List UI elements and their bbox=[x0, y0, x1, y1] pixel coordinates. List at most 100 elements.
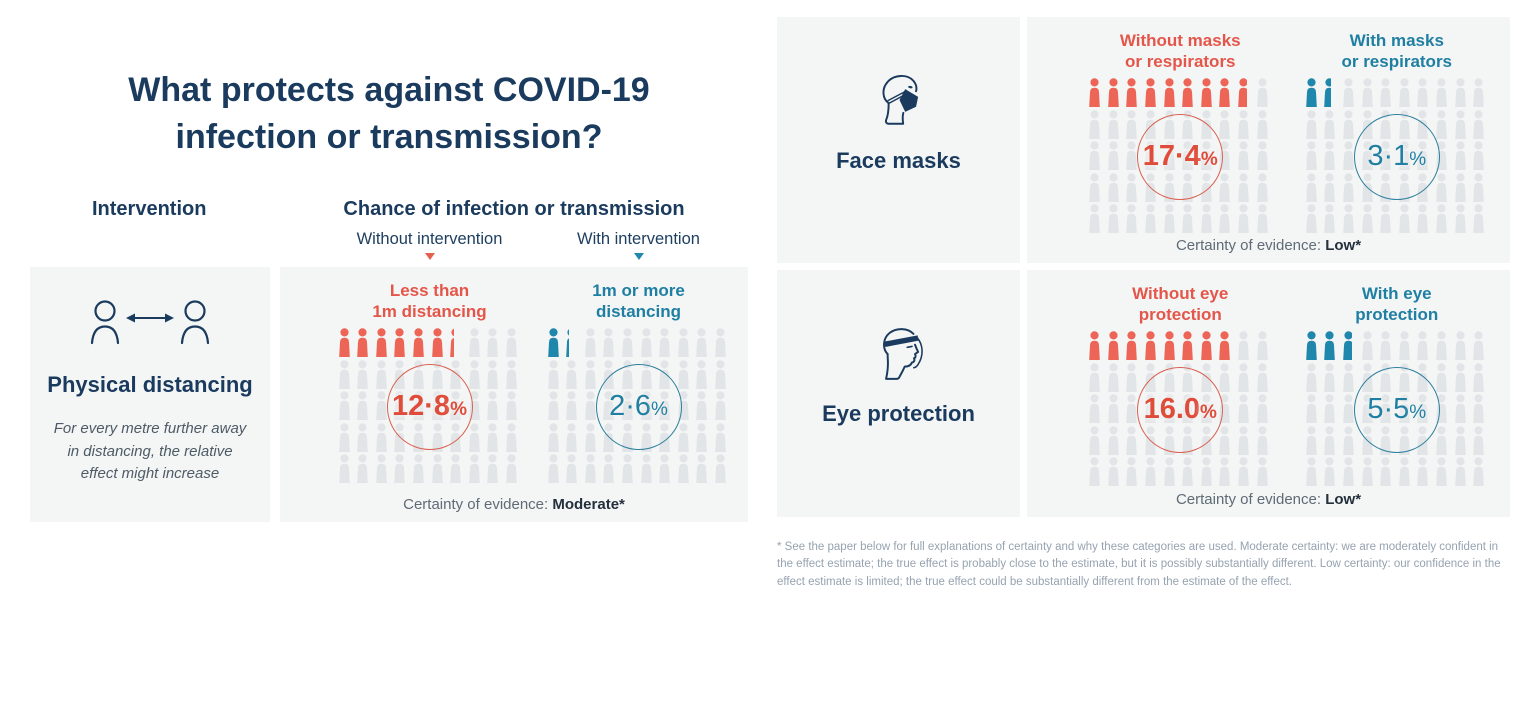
person-icon bbox=[1322, 204, 1341, 236]
chart-label-without: Without masks or respirators bbox=[1120, 30, 1241, 74]
person-icon bbox=[564, 454, 583, 486]
person-icon bbox=[1341, 78, 1360, 110]
person-icon bbox=[1087, 78, 1106, 110]
person-icon bbox=[1255, 362, 1274, 395]
person-icon bbox=[1341, 141, 1360, 173]
person-icon bbox=[504, 454, 523, 486]
person-icon bbox=[337, 391, 356, 423]
person-icon bbox=[1453, 141, 1472, 173]
person-icon bbox=[1397, 204, 1416, 236]
person-icon bbox=[374, 391, 393, 423]
label-line: With masks bbox=[1349, 31, 1444, 50]
person-icon bbox=[1087, 394, 1106, 426]
person-icon bbox=[1180, 457, 1199, 489]
person-icon bbox=[1199, 457, 1218, 489]
person-icon bbox=[583, 328, 602, 360]
person-icon bbox=[1106, 331, 1125, 363]
person-icon bbox=[1378, 204, 1397, 236]
person-icon bbox=[1360, 204, 1379, 236]
percentage-circle: 12·8% bbox=[386, 363, 473, 450]
person-icon bbox=[355, 391, 374, 423]
person-icon bbox=[564, 391, 583, 423]
chart-label-with: With masks or respirators bbox=[1341, 30, 1452, 74]
person-icon bbox=[1341, 204, 1360, 236]
certainty-value: Low* bbox=[1325, 491, 1362, 508]
person-icon bbox=[1087, 362, 1106, 395]
person-icon bbox=[1453, 331, 1472, 363]
person-icon bbox=[583, 454, 602, 486]
pictogram-grid-wrap: 17·4% bbox=[1087, 78, 1273, 236]
person-icon bbox=[1322, 331, 1341, 363]
percentage-value: 17·4% bbox=[1142, 140, 1218, 173]
footnote: * See the paper below for full explanati… bbox=[777, 540, 1501, 589]
person-icon bbox=[1304, 141, 1323, 173]
person-icon bbox=[411, 454, 430, 486]
label-line: Without eye bbox=[1132, 284, 1229, 303]
person-icon bbox=[601, 454, 620, 486]
person-icon bbox=[355, 422, 374, 455]
person-icon bbox=[1106, 141, 1125, 173]
person-icon bbox=[546, 391, 565, 423]
person-icon bbox=[564, 422, 583, 455]
person-icon bbox=[504, 391, 523, 423]
person-icon bbox=[1124, 78, 1143, 110]
person-icon bbox=[1471, 362, 1490, 395]
person-icon bbox=[1322, 362, 1341, 395]
person-icon bbox=[1087, 204, 1106, 236]
person-icon bbox=[1341, 331, 1360, 363]
person-icon bbox=[1471, 172, 1490, 205]
intervention-title-eye-protection: Eye protection bbox=[822, 401, 975, 426]
person-icon bbox=[337, 328, 356, 360]
person-icon bbox=[1322, 394, 1341, 426]
percentage-value: 12·8% bbox=[392, 390, 467, 423]
intervention-title-physical-distancing: Physical distancing bbox=[47, 372, 253, 397]
person-icon bbox=[1199, 331, 1218, 363]
with-intervention-label: With intervention bbox=[577, 230, 700, 248]
person-icon bbox=[1341, 394, 1360, 426]
person-icon bbox=[1322, 109, 1341, 142]
person-icon bbox=[1217, 78, 1236, 110]
person-icon bbox=[1162, 457, 1181, 489]
person-icon bbox=[1217, 457, 1236, 489]
person-icon bbox=[1236, 362, 1255, 395]
panel-eye-protection: Eye protection bbox=[777, 270, 1020, 517]
person-icon bbox=[1217, 362, 1236, 395]
face-mask-icon bbox=[868, 69, 930, 136]
person-icon bbox=[1434, 425, 1453, 458]
page-title-line1: What protects against COVID-19 bbox=[128, 70, 650, 109]
person-icon bbox=[1453, 78, 1472, 110]
intervention-title-face-masks: Face masks bbox=[836, 148, 961, 173]
person-icon bbox=[713, 359, 732, 392]
person-icon bbox=[676, 328, 695, 360]
person-icon bbox=[694, 422, 713, 455]
person-icon bbox=[485, 328, 504, 360]
person-icon bbox=[564, 328, 583, 360]
person-icon bbox=[1471, 109, 1490, 142]
person-icon bbox=[1341, 109, 1360, 142]
person-icon bbox=[694, 391, 713, 423]
person-icon bbox=[411, 328, 430, 360]
person-icon bbox=[1304, 425, 1323, 458]
person-icon bbox=[1106, 172, 1125, 205]
chart-eye-protection: Without eye protection 16.0% With eye pr… bbox=[1027, 270, 1510, 517]
percentage-circle: 2·6% bbox=[595, 363, 682, 450]
person-icon bbox=[1087, 109, 1106, 142]
person-icon bbox=[1162, 331, 1181, 363]
person-icon bbox=[392, 328, 411, 360]
person-icon bbox=[1471, 331, 1490, 363]
person-icon bbox=[546, 328, 565, 360]
person-icon bbox=[1378, 331, 1397, 363]
person-icon bbox=[485, 422, 504, 455]
person-icon bbox=[1236, 78, 1255, 110]
person-icon bbox=[1236, 331, 1255, 363]
person-icon bbox=[355, 328, 374, 360]
person-icon bbox=[1341, 457, 1360, 489]
person-icon bbox=[1236, 457, 1255, 489]
certainty-prefix: Certainty of evidence: bbox=[1175, 491, 1322, 508]
person-icon bbox=[1106, 457, 1125, 489]
percentage-circle: 3·1% bbox=[1353, 113, 1440, 200]
certainty-value: Moderate* bbox=[552, 496, 625, 513]
label-line: distancing bbox=[595, 302, 681, 322]
person-icon bbox=[1236, 141, 1255, 173]
